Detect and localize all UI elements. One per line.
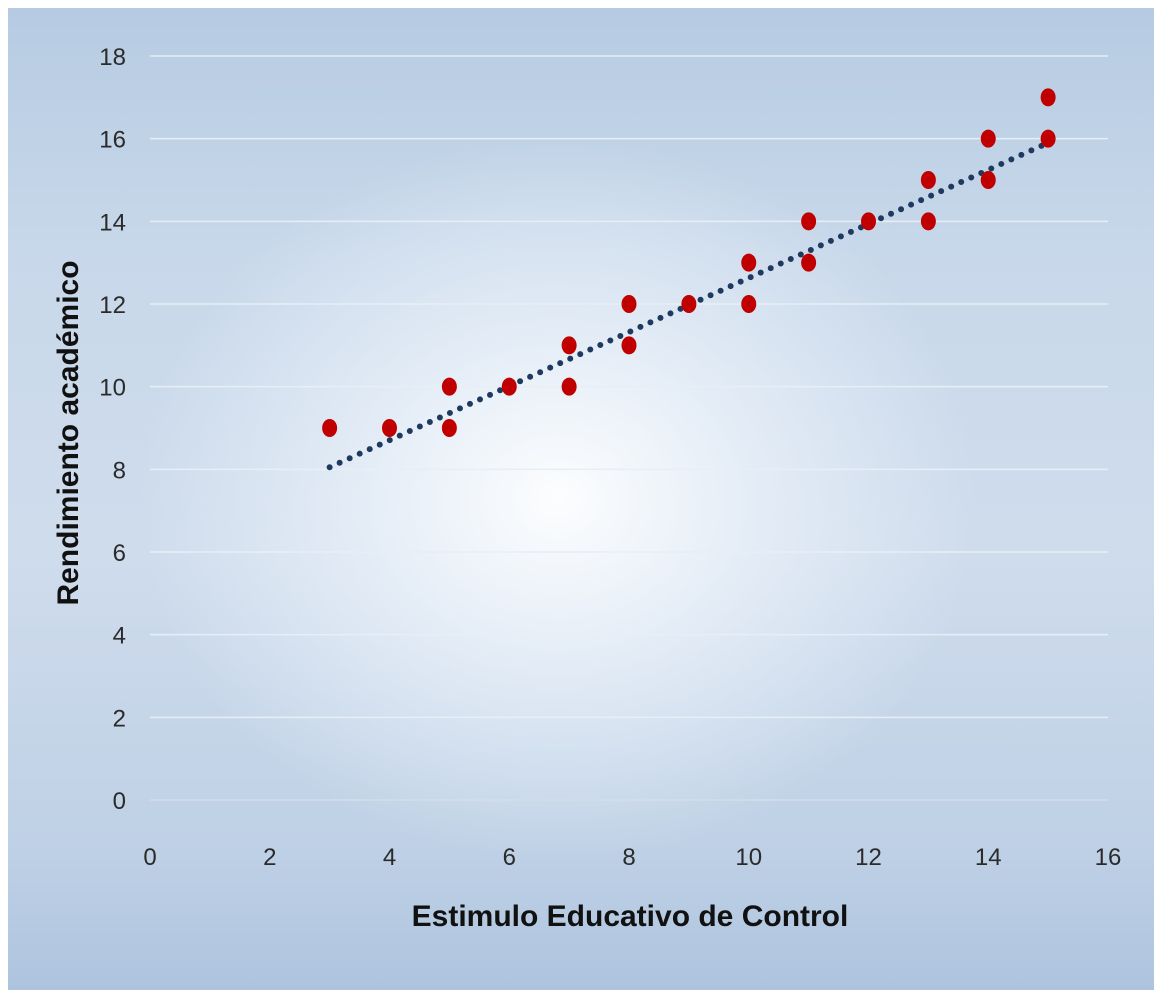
x-tick-label: 12 (855, 844, 882, 871)
data-point (741, 253, 757, 272)
data-point (621, 295, 637, 313)
data-point (920, 212, 936, 231)
y-tick-label: 0 (113, 788, 126, 815)
data-point (980, 171, 996, 189)
data-point (861, 212, 876, 231)
y-tick-label: 6 (113, 540, 126, 567)
data-points (322, 88, 1056, 437)
y-tick-label: 14 (99, 209, 126, 236)
x-tick-label: 0 (143, 844, 156, 871)
x-tick-label: 8 (622, 844, 635, 871)
x-axis-title: Estimulo Educativo de Control (412, 900, 849, 933)
y-tick-label: 4 (113, 623, 126, 650)
data-point (322, 419, 338, 437)
y-tick-label: 16 (99, 127, 126, 154)
y-axis-ticks: 0 2 4 6 8 10 12 14 16 18 (99, 44, 126, 815)
data-point (801, 212, 817, 231)
x-axis-ticks: 0 2 4 6 8 10 12 14 16 (143, 844, 1121, 871)
y-tick-label: 2 (113, 705, 126, 732)
x-tick-label: 4 (383, 844, 396, 871)
data-point (561, 336, 577, 355)
data-point (621, 336, 637, 355)
y-tick-label: 8 (113, 457, 126, 484)
scatter-chart: 0 2 4 6 8 10 12 14 16 18 0 2 4 6 8 10 12 14 16 Estimulo E… (52, 44, 1121, 933)
x-tick-label: 14 (975, 844, 1002, 871)
data-point (681, 295, 697, 313)
y-tick-label: 18 (99, 44, 126, 71)
grid-lines (150, 55, 1108, 801)
data-point (441, 419, 457, 437)
chart-frame: 0 2 4 6 8 10 12 14 16 18 0 2 4 6 8 10 12 14 16 Estimulo E… (8, 8, 1154, 990)
x-tick-label: 10 (735, 844, 762, 871)
x-tick-label: 6 (503, 844, 516, 871)
data-point (1040, 129, 1056, 148)
y-tick-label: 12 (99, 292, 126, 319)
y-tick-label: 10 (99, 375, 126, 402)
x-tick-label: 16 (1095, 844, 1122, 871)
data-point (501, 377, 517, 396)
data-point (801, 253, 817, 272)
data-point (561, 377, 577, 396)
x-tick-label: 2 (263, 844, 276, 871)
data-point (382, 419, 397, 437)
data-point (980, 129, 996, 148)
data-point (441, 377, 457, 396)
y-axis-title: Rendimiento académico (52, 260, 85, 605)
data-point (741, 295, 757, 313)
data-point (920, 171, 936, 189)
data-point (1040, 88, 1056, 107)
